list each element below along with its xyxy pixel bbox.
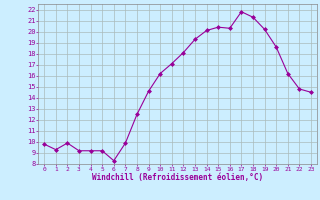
X-axis label: Windchill (Refroidissement éolien,°C): Windchill (Refroidissement éolien,°C) [92, 173, 263, 182]
